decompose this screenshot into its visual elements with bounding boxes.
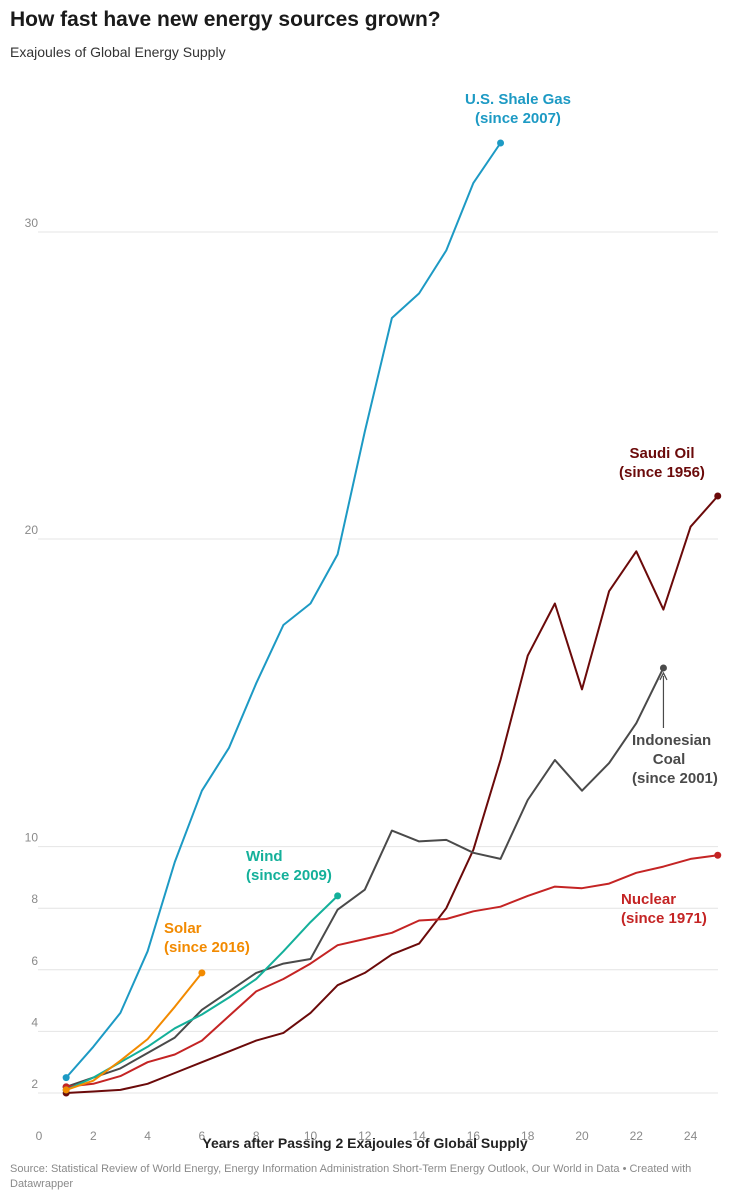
series-label-solar: Solar (since 2016): [164, 920, 250, 956]
x-tick-label-24: 24: [684, 1129, 698, 1143]
series-line-indonesian-coal: [65, 666, 665, 1088]
series-start-point-u-s-shale-gas: [62, 1074, 70, 1082]
annotations: [659, 671, 668, 728]
series-label-u-s-shale-gas-line-1: U.S. Shale Gas: [465, 91, 571, 108]
series-line-solar: [65, 971, 203, 1091]
x-tick-label-14: 14: [412, 1129, 426, 1143]
x-tick-label-0: 0: [36, 1129, 43, 1143]
series-label-solar-line-2: (since 2016): [164, 939, 250, 956]
x-tick-label-4: 4: [144, 1129, 151, 1143]
series-label-saudi-oil-line-2: (since 1956): [619, 464, 705, 481]
coal-annotation-arrow-head: [659, 671, 668, 681]
series-label-wind-line-1: Wind: [246, 848, 283, 865]
series-label-nuclear-line-2: (since 1971): [621, 910, 707, 927]
series-label-saudi-oil-line-1: Saudi Oil: [629, 445, 694, 462]
x-axis-ticks: 0 2 4 6 8 10 12 14 16 18 20 22 24: [36, 1129, 698, 1143]
series-lines: [62, 139, 722, 1097]
chart-subtitle: Exajoules of Global Energy Supply: [10, 44, 226, 60]
series-label-indonesian-coal-line-1: Indonesian: [632, 732, 711, 749]
series-end-point-wind: [334, 892, 342, 900]
x-tick-label-6: 6: [199, 1129, 206, 1143]
y-axis-ticks: 2 4 6 8 10 20 30: [25, 216, 39, 1091]
series-end-point-indonesian-coal: [659, 664, 667, 672]
series-label-indonesian-coal-line-2: Coal: [653, 751, 686, 768]
x-axis-label: Years after Passing 2 Exajoules of Globa…: [202, 1135, 527, 1151]
series-line-u-s-shale-gas: [65, 142, 502, 1079]
x-tick-label-8: 8: [253, 1129, 260, 1143]
y-tick-label-6: 6: [31, 954, 38, 968]
x-tick-label-12: 12: [358, 1129, 372, 1143]
series-line-saudi-oil: [65, 495, 719, 1094]
series-end-point-u-s-shale-gas: [497, 139, 505, 147]
y-tick-label-10: 10: [25, 831, 39, 845]
series-label-u-s-shale-gas: U.S. Shale Gas (since 2007): [465, 91, 571, 127]
series-label-wind: Wind (since 2009): [246, 848, 332, 884]
series-end-point-saudi-oil: [714, 492, 722, 500]
series-label-nuclear-line-1: Nuclear: [621, 891, 676, 908]
series-label-indonesian-coal-line-3: (since 2001): [632, 770, 718, 787]
x-tick-label-2: 2: [90, 1129, 97, 1143]
series-end-point-nuclear: [714, 851, 722, 859]
x-tick-label-20: 20: [575, 1129, 589, 1143]
series-label-solar-line-1: Solar: [164, 920, 202, 937]
series-line-nuclear: [65, 854, 719, 1088]
x-tick-label-18: 18: [521, 1129, 535, 1143]
chart-title: How fast have new energy sources grown?: [10, 8, 441, 31]
y-tick-label-30: 30: [25, 216, 39, 230]
x-tick-label-16: 16: [467, 1129, 481, 1143]
y-tick-label-20: 20: [25, 523, 39, 537]
series-label-wind-line-2: (since 2009): [246, 867, 332, 884]
series-start-point-solar: [62, 1086, 70, 1094]
series-label-saudi-oil: Saudi Oil (since 1956): [619, 445, 705, 481]
y-tick-label-8: 8: [31, 892, 38, 906]
source-note: Source: Statistical Review of World Ener…: [10, 1163, 692, 1190]
y-tick-label-2: 2: [31, 1077, 38, 1091]
y-tick-label-4: 4: [31, 1015, 38, 1029]
series-label-u-s-shale-gas-line-2: (since 2007): [475, 110, 561, 127]
series-labels: U.S. Shale Gas (since 2007) Saudi Oil (sinc…: [164, 91, 718, 956]
series-label-indonesian-coal: Indonesian Coal (since 2001): [632, 732, 718, 787]
x-tick-label-22: 22: [630, 1129, 644, 1143]
x-tick-label-10: 10: [304, 1129, 318, 1143]
grid-lines: [38, 231, 718, 1094]
series-end-point-solar: [198, 969, 206, 977]
series-line-wind: [65, 894, 339, 1091]
series-label-nuclear: Nuclear (since 1971): [621, 891, 707, 927]
